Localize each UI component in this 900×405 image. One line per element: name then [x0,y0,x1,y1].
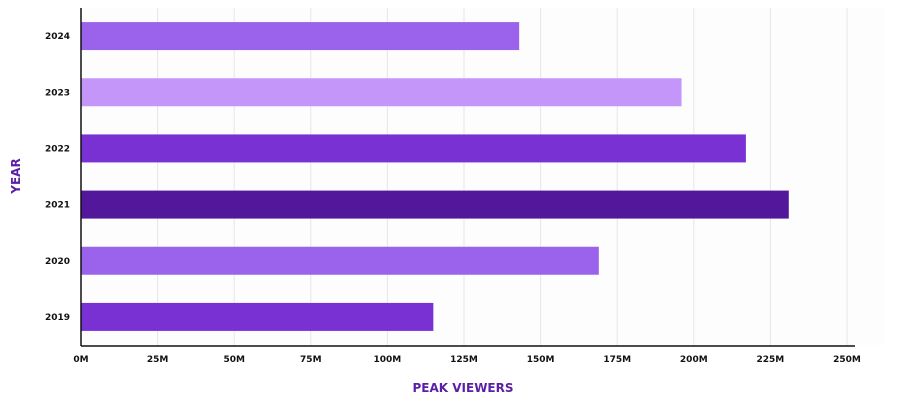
x-tick-label: 50M [223,355,245,365]
y-tick-labels: 2024 2023 2022 2021 2020 2019 [45,32,70,323]
x-tick-label: 150M [527,355,555,365]
x-tick-label: 125M [450,355,478,365]
y-tick-label: 2022 [45,144,70,154]
y-tick-label: 2024 [45,32,70,42]
x-tick-label: 25M [147,355,169,365]
y-tick-label: 2021 [45,201,70,211]
bar-2023 [81,78,682,107]
bar-2020 [81,246,599,275]
gridlines [157,8,848,346]
x-tick-label: 225M [757,355,785,365]
x-tick-label: 200M [680,355,708,365]
y-tick-label: 2023 [45,88,70,98]
bar-2021 [81,190,789,219]
y-axis-title: YEAR [9,158,23,194]
x-tick-label: 0M [73,355,88,365]
x-tick-label: 100M [374,355,402,365]
y-tick-label: 2020 [45,257,70,267]
bar-2019 [81,302,434,331]
x-tick-label: 250M [833,355,861,365]
plot-area [82,8,885,345]
x-tick-label: 75M [300,355,322,365]
y-tick-label: 2019 [45,313,70,323]
x-tick-label: 175M [603,355,631,365]
bar-2022 [81,134,746,163]
x-tick-labels: 0M 25M 50M 75M 100M 125M 150M 175M 200M 225M 250M [73,355,861,365]
bars [81,22,789,331]
bar-2024 [81,22,520,51]
x-axis-title: PEAK VIEWERS [412,381,513,395]
